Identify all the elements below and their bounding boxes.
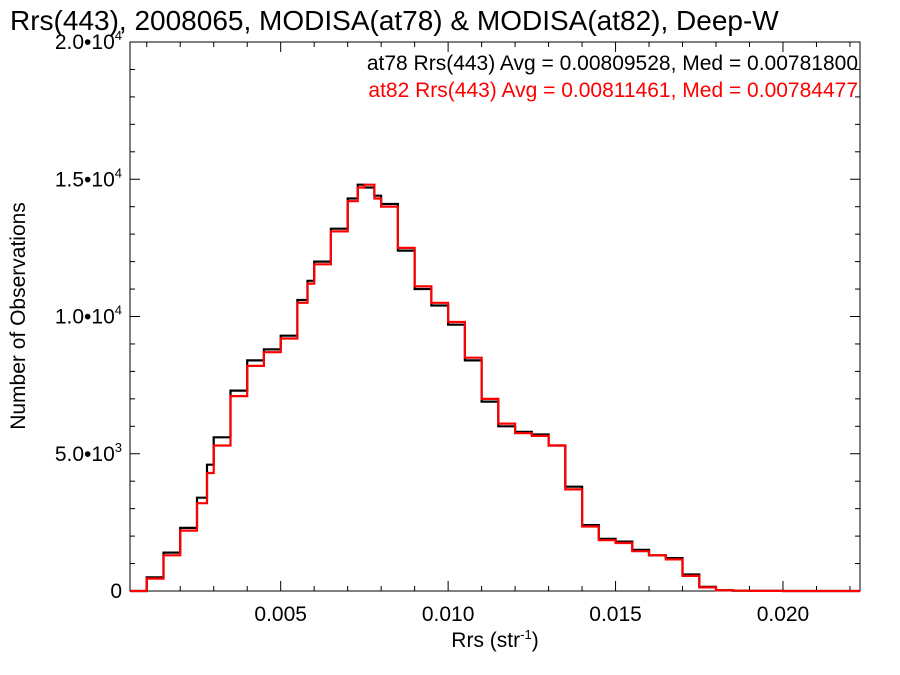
x-tick-label: 0.010 — [422, 603, 475, 626]
y-tick-label: 1.5•104 — [55, 165, 122, 191]
series-line-at82 — [130, 183, 860, 593]
y-tick-mantissa: 1.0•10 — [55, 306, 115, 329]
y-tick-mantissa: 2.0•10 — [55, 31, 115, 54]
y-axis-label: Number of Observations — [7, 202, 30, 430]
y-tick-exponent: 4 — [115, 303, 122, 318]
y-tick-exponent: 4 — [115, 165, 122, 180]
x-axis-label-close: ) — [532, 629, 539, 652]
y-tick-mantissa: 0 — [110, 580, 122, 603]
y-tick-mantissa: 1.5•10 — [55, 168, 115, 191]
x-tick-label: 0.015 — [589, 603, 642, 626]
x-tick-label: 0.020 — [757, 603, 810, 626]
x-tick-label: 0.005 — [254, 603, 307, 626]
y-tick-label: 5.0•103 — [55, 440, 122, 466]
y-tick-exponent: 3 — [115, 440, 122, 455]
plot-border — [129, 41, 861, 592]
y-tick-mantissa: 5.0•10 — [55, 443, 115, 466]
x-axis-label: Rrs (str-1) — [451, 627, 538, 652]
series-line-at78 — [130, 183, 860, 593]
y-tick-label: 0 — [110, 580, 122, 603]
legend-entry-at78: at78 Rrs(443) Avg = 0.00809528, Med = 0.… — [367, 52, 858, 75]
y-tick-label: 2.0•104 — [55, 28, 122, 54]
legend: at78 Rrs(443) Avg = 0.00809528, Med = 0.… — [367, 52, 858, 102]
plot-frame — [129, 41, 861, 592]
series-layer — [130, 183, 860, 593]
y-tick-exponent: 4 — [115, 28, 122, 43]
x-axis-label-superscript: -1 — [520, 627, 532, 642]
legend-entry-at82: at82 Rrs(443) Avg = 0.00811461, Med = 0.… — [368, 79, 858, 102]
y-tick-label: 1.0•104 — [55, 303, 122, 329]
x-axis-ticks: 0.005 0.010 0.015 0.020 — [146, 42, 851, 626]
chart-title: Rrs(443), 2008065, MODISA(at78) & MODISA… — [10, 5, 779, 36]
